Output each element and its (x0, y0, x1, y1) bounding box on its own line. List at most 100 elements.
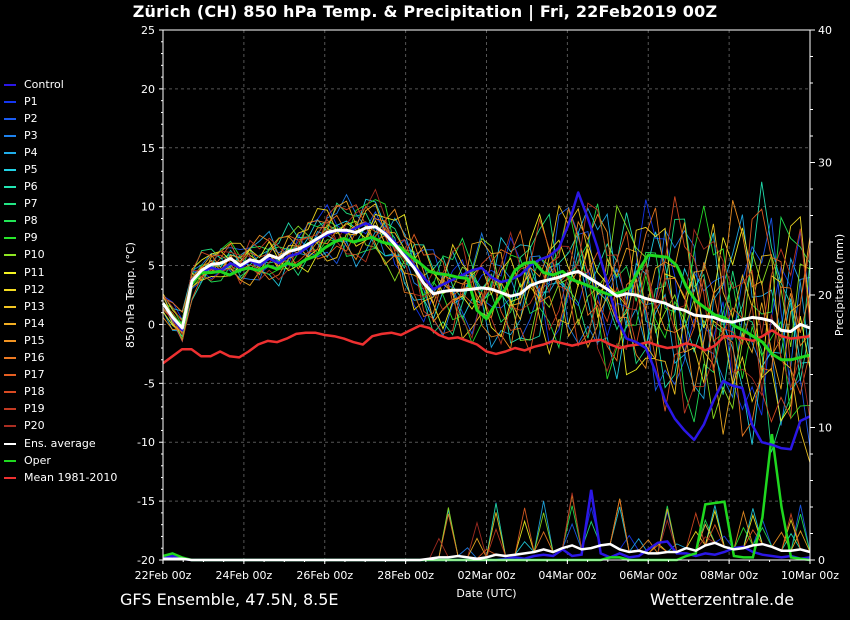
legend-swatch (4, 169, 16, 172)
member-line-p9 (162, 199, 811, 420)
y-tick-label: 20 (141, 83, 155, 96)
precip-ens. (163, 541, 811, 562)
y-tick-label: 5 (148, 260, 155, 273)
legend-swatch (4, 254, 16, 257)
legend-item: P13 (4, 298, 117, 315)
legend-item: P10 (4, 247, 117, 264)
member-line-p4 (162, 207, 811, 400)
legend-swatch (4, 134, 16, 137)
y-right-tick-label: 0 (818, 554, 825, 567)
y-right-tick-label: 10 (818, 422, 832, 435)
legend-label: P8 (24, 214, 38, 228)
legend-label: P13 (24, 299, 45, 313)
legend-item: P12 (4, 281, 117, 298)
legend-label: P3 (24, 128, 38, 142)
footer-source: GFS Ensemble, 47.5N, 8.5E (120, 590, 339, 609)
axes: 25 20 15 10 5 0 -5 -10 -15 -20 22Feb 00z 24Feb 00z 2… (124, 24, 846, 600)
series-line-ens-average (161, 225, 811, 333)
legend-swatch (4, 83, 16, 86)
legend-item: P19 (4, 401, 117, 418)
y-tick-label: -5 (144, 377, 155, 390)
legend-label: Control (24, 77, 64, 91)
y-tick-label: -15 (137, 495, 155, 508)
footer-brand: Wetterzentrale.de (650, 590, 795, 609)
legend-item: P3 (4, 127, 117, 144)
y-right-axis-label: Precipitation (mm) (833, 234, 846, 336)
legend-item: Oper (4, 452, 117, 469)
legend-label: Ens. average (24, 436, 96, 450)
legend-swatch (4, 322, 16, 325)
series-line-oper (161, 235, 811, 362)
x-axis-label: Date (UTC) (456, 587, 516, 600)
legend-swatch (4, 425, 16, 428)
legend-item: P18 (4, 384, 117, 401)
legend-item: P17 (4, 367, 117, 384)
legend-item: P15 (4, 332, 117, 349)
legend-swatch (4, 357, 16, 360)
legend-label: P20 (24, 419, 45, 433)
x-tick-label: 10Mar 00z (781, 569, 839, 582)
y-tick-label: 10 (141, 201, 155, 214)
legend-swatch (4, 374, 16, 377)
member-line-p11 (162, 212, 811, 423)
series-line-control (161, 191, 811, 451)
series-line-mean-1981-2010 (162, 324, 811, 365)
legend-item: P20 (4, 418, 117, 435)
legend-item: P11 (4, 264, 117, 281)
x-tick-label: 08Mar 00z (700, 569, 758, 582)
legend-item: P14 (4, 315, 117, 332)
legend-label: Oper (24, 453, 51, 467)
legend-swatch (4, 237, 16, 240)
y-tick-label: -20 (137, 554, 155, 567)
legend-item: P1 (4, 93, 117, 110)
y-right-tick-label: 30 (818, 157, 832, 170)
legend-label: P18 (24, 385, 45, 399)
member-precip-p5 (163, 505, 811, 561)
x-tick-label: 24Feb 00z (216, 569, 273, 582)
y-tick-label: 0 (148, 318, 155, 331)
member-line-p16 (162, 205, 811, 438)
legend-label: P14 (24, 316, 45, 330)
legend-label: P15 (24, 333, 45, 347)
legend-swatch (4, 339, 16, 342)
legend-item: Mean 1981-2010 (4, 469, 117, 486)
legend-swatch (4, 459, 16, 462)
legend-label: P5 (24, 163, 38, 177)
legend-label: P10 (24, 248, 45, 262)
legend-label: P7 (24, 197, 38, 211)
member-line-p2 (162, 206, 811, 448)
legend-label: Mean 1981-2010 (24, 470, 118, 484)
legend-label: P6 (24, 180, 38, 194)
legend-swatch (4, 100, 16, 103)
legend-swatch (4, 220, 16, 223)
legend-item: Control (4, 76, 117, 93)
legend-label: P9 (24, 231, 38, 245)
y-tick-label: -10 (137, 436, 155, 449)
y-axis-label: 850 hPa Temp. (°C) (124, 242, 137, 348)
legend-item: Ens. average (4, 435, 117, 452)
legend-swatch (4, 288, 16, 291)
legend-item: P2 (4, 110, 117, 127)
x-tick-label: 06Mar 00z (619, 569, 677, 582)
legend-item: P8 (4, 213, 117, 230)
y-right-tick-label: 20 (818, 289, 832, 302)
legend-swatch (4, 391, 16, 394)
x-tick-label: 26Feb 00z (296, 569, 353, 582)
x-tick-label: 02Mar 00z (457, 569, 515, 582)
legend-item: P4 (4, 144, 117, 161)
legend-swatch (4, 117, 16, 120)
legend-label: P1 (24, 94, 38, 108)
legend: Control P1 P2 P3 P4 P5 P6 P7 P8 P9 P10 P11 P12 P13 P14… (4, 76, 117, 486)
legend-swatch (4, 476, 16, 479)
legend-item: P7 (4, 196, 117, 213)
legend-label: P17 (24, 368, 45, 382)
legend-label: P12 (24, 282, 45, 296)
y-tick-label: 15 (141, 142, 155, 155)
legend-label: P19 (24, 402, 45, 416)
legend-label: P4 (24, 145, 38, 159)
chart-title: Zürich (CH) 850 hPa Temp. & Precipitatio… (132, 2, 718, 21)
legend-item: P5 (4, 161, 117, 178)
legend-swatch (4, 186, 16, 189)
member-line-p19 (162, 202, 811, 414)
